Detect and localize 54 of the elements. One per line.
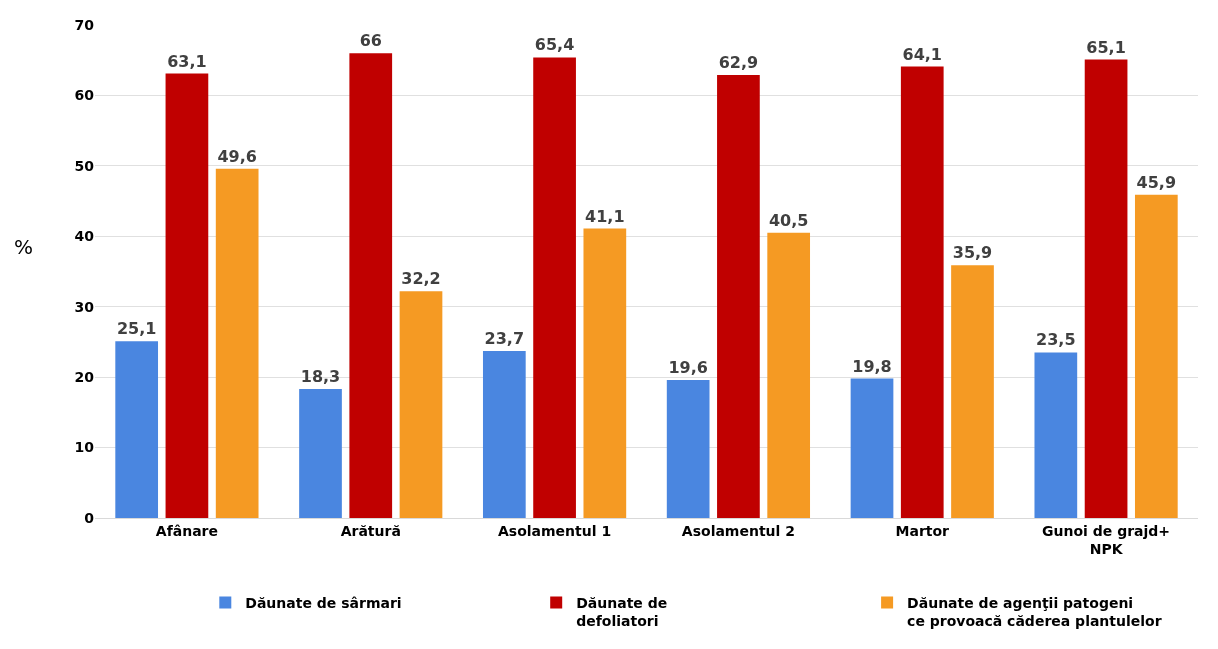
bar	[115, 341, 159, 518]
y-tick-label: 30	[74, 298, 95, 315]
x-tick-label: Afânare	[155, 522, 219, 539]
bar	[1084, 59, 1128, 518]
bar	[399, 291, 443, 518]
data-label: 32,2	[401, 269, 441, 289]
bar	[165, 73, 209, 518]
x-tick-label: Asolamentul 1	[498, 522, 612, 539]
data-label: 62,9	[718, 53, 759, 72]
data-label: 40,5	[768, 210, 809, 230]
bar	[533, 57, 576, 518]
data-label: 64,1	[902, 44, 942, 64]
x-tick-label: Gunoi de grajd+ NPK	[1042, 522, 1171, 557]
bar	[717, 75, 760, 518]
legend-label: Dăunate de defoliatori	[576, 595, 668, 630]
x-tick-label: Martor	[895, 522, 950, 539]
bar	[666, 379, 710, 518]
legend-label: Dăunate de sârmari	[245, 595, 402, 612]
bar	[349, 53, 393, 518]
data-label: 18,3	[300, 367, 341, 387]
data-label: 23,7	[484, 329, 525, 349]
y-tick-label: 60	[74, 87, 95, 104]
data-label: 45,9	[1136, 172, 1177, 192]
data-label: 63,1	[167, 51, 207, 71]
x-tick-label: Asolamentul 2	[681, 522, 795, 539]
bar	[482, 351, 526, 518]
bar	[767, 232, 811, 518]
bar	[1034, 352, 1078, 518]
x-tick-label: Arătură	[340, 522, 401, 539]
bar	[215, 168, 259, 518]
legend-label: Dăunate de agenţii patogeni ce provoacă căderea plantulelor	[907, 595, 1162, 630]
y-tick-label: 40	[74, 228, 95, 245]
bar	[850, 378, 894, 518]
y-tick-label: 50	[74, 157, 95, 174]
data-label: 41,1	[585, 206, 625, 226]
data-label: 35,9	[952, 243, 993, 263]
bar	[583, 228, 627, 518]
data-label: 49,6	[217, 146, 257, 166]
data-label: 25,1	[116, 319, 157, 339]
data-label: 23,5	[1036, 330, 1076, 350]
bar	[900, 66, 944, 518]
data-label: 65,1	[1086, 37, 1126, 57]
data-label: 66	[359, 31, 382, 51]
y-tick-label: 0	[84, 509, 95, 526]
y-tick-label: 20	[74, 369, 95, 386]
bar	[1134, 194, 1178, 518]
y-tick-label: 10	[74, 439, 95, 456]
data-label: 19,6	[668, 357, 708, 377]
y-axis-title: %	[14, 235, 34, 259]
y-tick-label: 70	[74, 16, 95, 33]
bar	[951, 265, 994, 518]
bar	[299, 389, 342, 518]
data-label: 65,4	[534, 35, 575, 55]
data-label: 19,8	[852, 356, 892, 376]
